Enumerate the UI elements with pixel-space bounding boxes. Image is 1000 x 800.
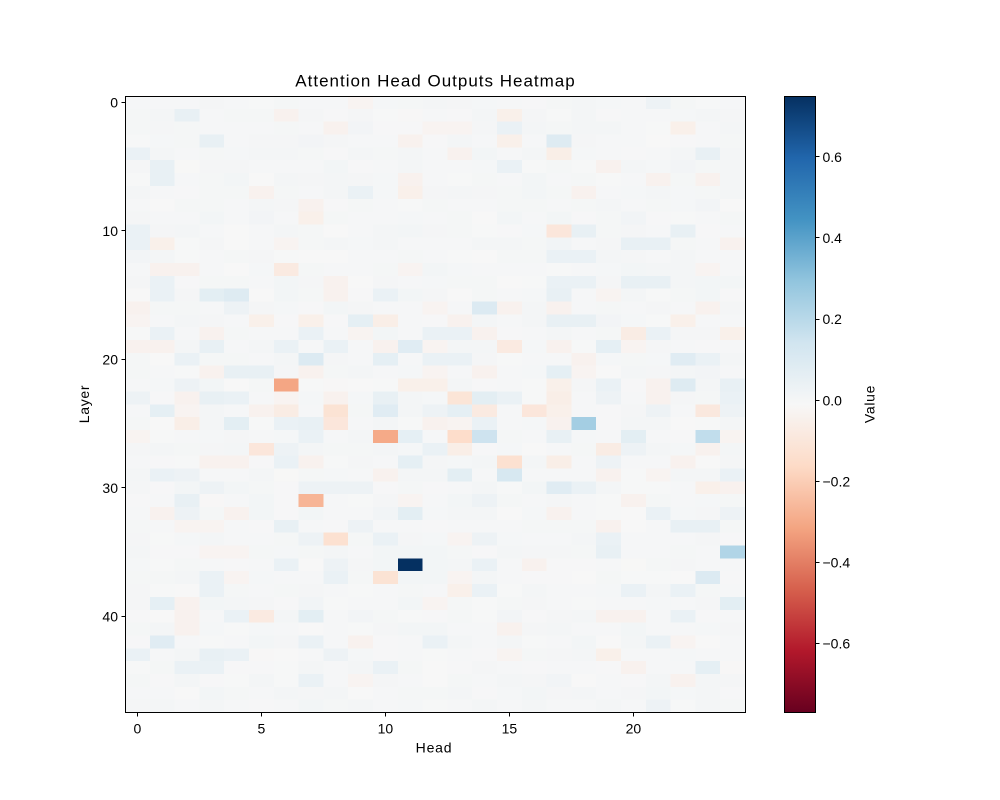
svg-text:−0.6: −0.6	[823, 636, 851, 652]
svg-text:15: 15	[502, 721, 518, 737]
svg-text:0.0: 0.0	[823, 392, 843, 408]
svg-text:Value: Value	[862, 385, 878, 423]
svg-text:20: 20	[626, 721, 642, 737]
svg-text:10: 10	[378, 721, 394, 737]
svg-text:0: 0	[110, 95, 118, 111]
svg-text:0.4: 0.4	[823, 230, 843, 246]
svg-text:0: 0	[134, 721, 142, 737]
svg-text:Head: Head	[416, 740, 453, 756]
svg-text:10: 10	[102, 223, 118, 239]
svg-text:−0.2: −0.2	[823, 473, 851, 489]
svg-text:40: 40	[102, 608, 118, 624]
svg-text:20: 20	[102, 351, 118, 367]
svg-text:Layer: Layer	[76, 385, 92, 424]
svg-text:30: 30	[102, 480, 118, 496]
svg-text:5: 5	[258, 721, 266, 737]
svg-text:Attention Head Outputs Heatmap: Attention Head Outputs Heatmap	[295, 72, 575, 91]
svg-text:−0.4: −0.4	[823, 555, 851, 571]
svg-text:0.2: 0.2	[823, 311, 843, 327]
svg-text:0.6: 0.6	[823, 149, 843, 165]
